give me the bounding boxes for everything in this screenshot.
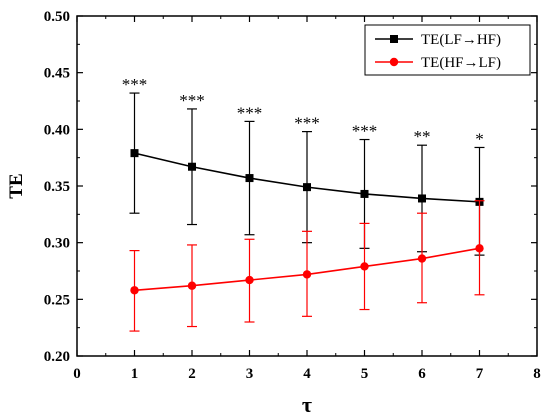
series-2 bbox=[129, 200, 485, 332]
data-point bbox=[418, 194, 426, 203]
significance-label: * bbox=[475, 129, 484, 148]
y-tick-label: 0.35 bbox=[44, 179, 70, 195]
data-point bbox=[360, 189, 369, 198]
series-layer bbox=[129, 92, 485, 332]
y-tick-label: 0.25 bbox=[44, 292, 70, 308]
data-point bbox=[188, 162, 196, 171]
y-tick-label: 0.30 bbox=[44, 236, 70, 252]
significance-label: *** bbox=[294, 114, 320, 133]
x-tick-label: 8 bbox=[533, 366, 541, 382]
x-tick-label: 0 bbox=[73, 366, 81, 382]
x-tick-label: 1 bbox=[131, 366, 139, 382]
y-tick-label: 0.45 bbox=[44, 66, 70, 82]
data-point bbox=[130, 286, 139, 295]
x-tick-label: 2 bbox=[188, 366, 196, 382]
x-tick-label: 3 bbox=[246, 366, 254, 382]
significance-label: *** bbox=[352, 122, 378, 141]
data-point bbox=[130, 149, 139, 158]
legend-label: TE(LF→HF) bbox=[421, 32, 501, 48]
data-point bbox=[417, 254, 427, 263]
significance-label: *** bbox=[179, 91, 205, 110]
significance-annotations: ************ *** ** * bbox=[122, 75, 484, 148]
y-tick-label: 0.40 bbox=[44, 122, 70, 138]
legend-marker bbox=[389, 57, 399, 67]
data-point bbox=[475, 244, 484, 253]
significance-label: *** bbox=[237, 103, 263, 122]
y-axis-label: TE bbox=[6, 173, 27, 198]
x-tick-label: 4 bbox=[303, 366, 311, 382]
data-point bbox=[303, 183, 311, 192]
legend-box bbox=[364, 24, 531, 76]
axes: 0 1 2 3 4 5 6 7 8 0.20 0.25 0.30 0.35 0.40 0.45 0.50 bbox=[44, 9, 541, 382]
data-point bbox=[245, 275, 254, 285]
legend-label: TE(HF→LF) bbox=[421, 55, 501, 71]
y-tick-label: 0.50 bbox=[44, 9, 70, 25]
x-tick-label: 5 bbox=[361, 366, 369, 382]
x-axis-label: τ bbox=[302, 392, 312, 417]
data-point bbox=[187, 281, 197, 290]
legend-marker bbox=[390, 35, 398, 43]
significance-label: *** bbox=[122, 75, 148, 94]
data-point bbox=[302, 270, 312, 279]
data-point bbox=[360, 262, 369, 271]
significance-label: ** bbox=[414, 127, 431, 146]
x-tick-label: 6 bbox=[418, 366, 426, 382]
y-tick-label: 0.20 bbox=[44, 349, 70, 365]
x-tick-label: 7 bbox=[476, 366, 484, 382]
data-point bbox=[245, 174, 254, 183]
legend: TE(LF→HF) TE(HF→LF) bbox=[364, 24, 531, 76]
